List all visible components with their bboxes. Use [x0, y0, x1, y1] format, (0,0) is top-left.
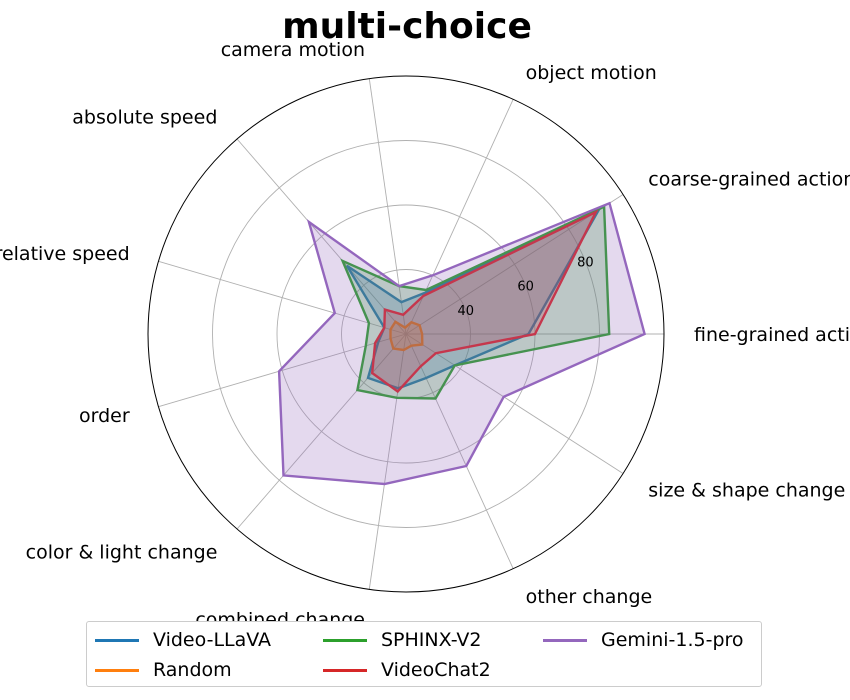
legend-item-random: Random: [95, 657, 232, 683]
series-fill-random: [390, 321, 423, 350]
outer-frame: [147, 75, 665, 593]
axis-label-size-shape-change: size & shape change: [648, 480, 845, 502]
axis-label-camera-motion: camera motion: [221, 39, 365, 61]
axis-label-absolute-speed: absolute speed: [72, 106, 217, 128]
axis-label-order: order: [79, 405, 130, 427]
series-line-videochat2: [370, 209, 599, 394]
legend-swatch: [323, 638, 367, 642]
legend-label: Random: [153, 659, 232, 681]
axis-label-coarse-grained-action: coarse-grained action: [648, 168, 850, 190]
legend-label: Video-LLaVA: [153, 629, 272, 651]
legend-label: SPHINX-V2: [381, 629, 482, 651]
chart-title: multi-choice: [282, 6, 532, 47]
legend-swatch: [543, 638, 587, 642]
legend-label: Gemini-1.5-pro: [601, 629, 744, 651]
series-fill-videochat2: [372, 212, 596, 392]
legend-label: VideoChat2: [381, 659, 491, 681]
series-fill-gemini-1-5-pro: [279, 203, 645, 484]
legend-item-gemini-1-5-pro: Gemini-1.5-pro: [543, 627, 744, 653]
legend-item-videochat2: VideoChat2: [323, 657, 491, 683]
series-fill-sphinx-v2: [342, 206, 610, 399]
radial-tick-label: 80: [577, 256, 594, 271]
radial-tick-label: 40: [458, 304, 475, 319]
series-line-sphinx-v2: [340, 204, 611, 400]
legend-item-video-llava: Video-LLaVA: [95, 627, 271, 653]
axis-label-other-change: other change: [526, 586, 653, 608]
axis-label-object-motion: object motion: [526, 62, 657, 84]
series-line-gemini-1-5-pro: [277, 201, 647, 486]
axis-label-relative-speed: relative speed: [0, 243, 130, 265]
series-fill-video-llava: [346, 210, 599, 389]
axis-label-color-light-change: color & light change: [26, 542, 218, 564]
axis-label-fine-grained-action: fine-grained action: [694, 324, 850, 346]
label-layer: 40 60 80 fine-grained action coarse-grained …: [0, 39, 850, 631]
legend-item-sphinx-v2: SPHINX-V2: [323, 627, 482, 653]
grid-circle-80: [212, 140, 600, 528]
legend-swatch: [95, 638, 139, 642]
radial-tick-label: 60: [517, 280, 534, 295]
series-line-random: [389, 320, 424, 352]
legend-swatch: [323, 668, 367, 672]
legend: Video-LLaVA Random SPHINX-V2 VideoChat2 …: [86, 621, 762, 687]
series-layer: [277, 201, 647, 486]
legend-swatch: [95, 668, 139, 672]
